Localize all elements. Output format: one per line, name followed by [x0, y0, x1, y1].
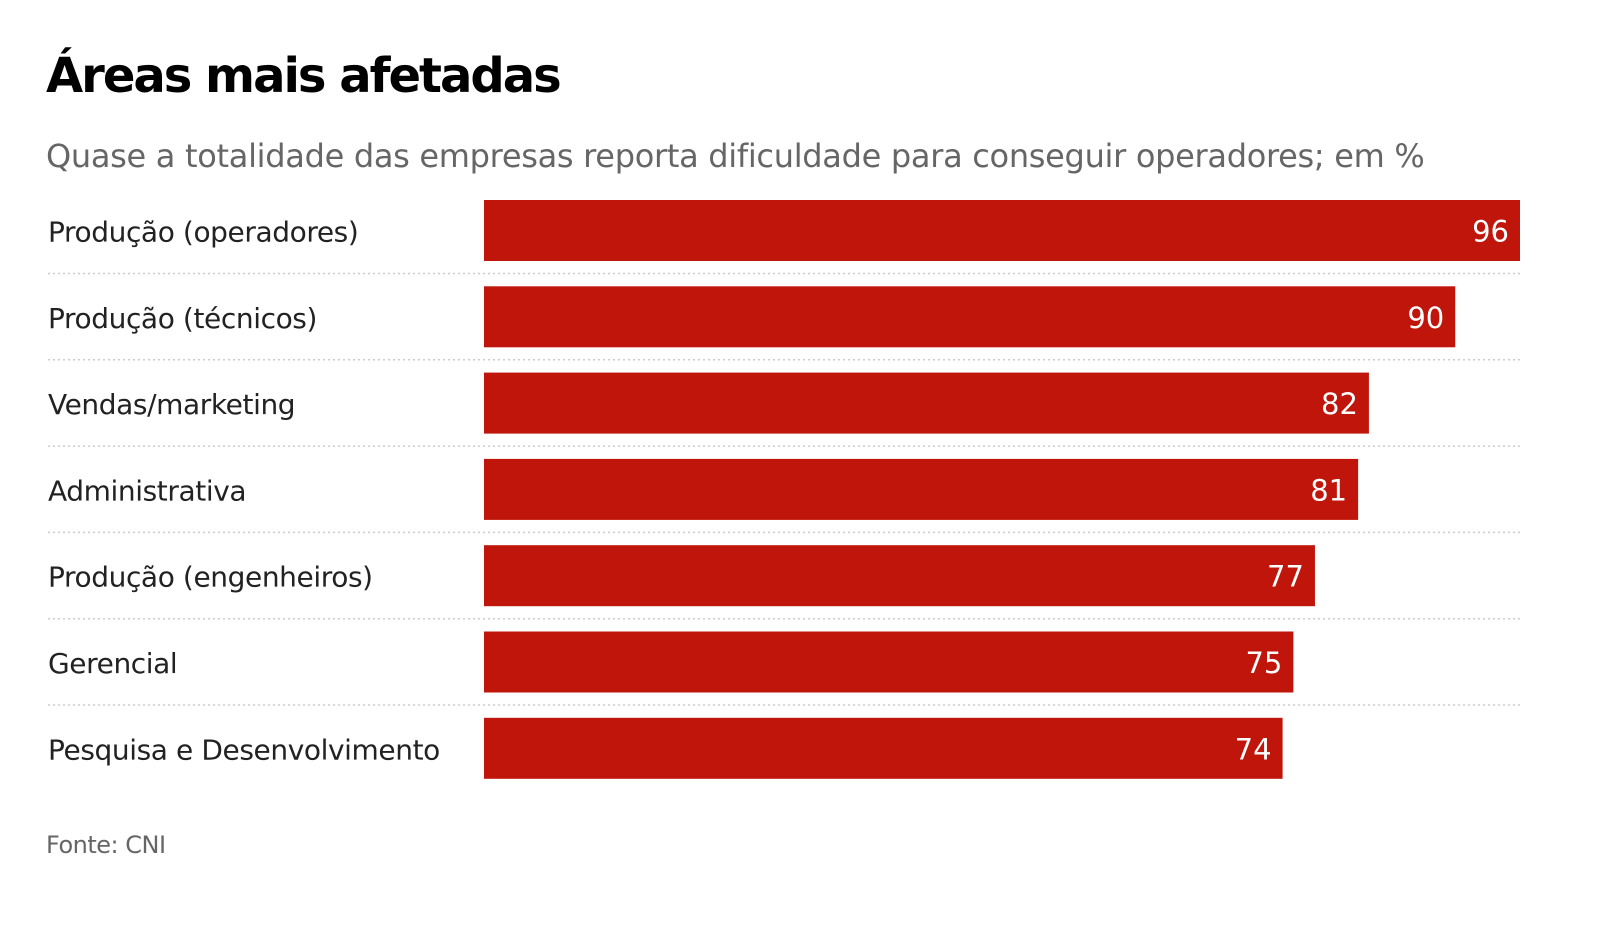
bar	[484, 286, 1456, 348]
category-label: Administrativa	[48, 474, 246, 507]
bar-value-label: 77	[1267, 560, 1304, 594]
chart-title: Áreas mais afetadas	[46, 48, 562, 104]
bar-value-label: 81	[1310, 473, 1347, 507]
bar	[484, 372, 1369, 434]
bar-value-label: 90	[1407, 301, 1444, 335]
category-label: Produção (engenheiros)	[48, 561, 373, 594]
bar-value-label: 74	[1235, 732, 1272, 766]
bar	[484, 631, 1294, 693]
bar	[484, 545, 1315, 607]
category-label: Produção (operadores)	[48, 216, 358, 249]
bar	[484, 200, 1520, 261]
category-label: Vendas/marketing	[48, 388, 295, 421]
bar-chart: Produção (operadores) 96 Produção (técnico…	[48, 200, 1520, 779]
category-label: Produção (técnicos)	[48, 302, 317, 335]
bar	[484, 717, 1283, 779]
bar	[484, 458, 1359, 520]
source-note: Fonte: CNI	[46, 831, 166, 859]
chart-subtitle: Quase a totalidade das empresas reporta …	[46, 137, 1425, 175]
category-label: Gerencial	[48, 647, 177, 680]
category-label: Pesquisa e Desenvolvimento	[48, 733, 440, 766]
bar-value-label: 96	[1472, 215, 1509, 249]
bar-value-label: 82	[1321, 387, 1358, 421]
bar-value-label: 75	[1245, 646, 1282, 680]
